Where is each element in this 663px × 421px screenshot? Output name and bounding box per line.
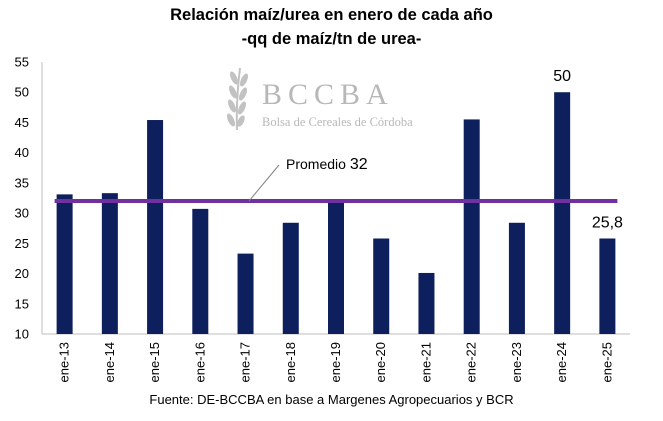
y-tick-label: 45 [15, 115, 29, 130]
average-leader-line [248, 164, 280, 202]
bar [328, 201, 344, 334]
data-label: 50 [553, 68, 571, 85]
x-tick-label: ene-24 [554, 342, 569, 382]
x-tick-label: ene-17 [238, 342, 253, 382]
x-tick-label: ene-25 [599, 342, 614, 382]
data-label: 25,8 [592, 214, 623, 231]
source-note: Fuente: DE-BCCBA en base a Margenes Agro… [149, 392, 514, 407]
x-tick-label: ene-13 [57, 342, 72, 382]
bar [508, 222, 525, 334]
y-tick-label: 55 [15, 55, 29, 70]
bar [463, 119, 480, 334]
y-tick-label: 20 [15, 266, 29, 281]
bar [56, 194, 73, 334]
y-tick-label: 50 [15, 85, 29, 100]
y-tick-label: 30 [15, 206, 29, 221]
average-label: Promedio 32 [286, 156, 368, 173]
bar [373, 238, 390, 334]
x-tick-label: ene-18 [283, 342, 298, 382]
x-tick-label: ene-23 [509, 342, 524, 382]
y-tick-label: 15 [15, 296, 29, 311]
bar [147, 120, 164, 334]
x-tick-label: ene-21 [418, 342, 433, 382]
y-tick-label: 40 [15, 145, 29, 160]
bar [282, 222, 299, 334]
x-tick-label: ene-19 [328, 342, 343, 382]
x-tick-label: ene-14 [102, 342, 117, 382]
bar [599, 238, 616, 334]
bccba-logo: BCCBA Bolsa de Cereales de Córdoba [226, 67, 413, 131]
bar [418, 272, 435, 334]
y-tick-label: 35 [15, 175, 29, 190]
chart-subtitle: -qq de maíz/tn de urea- [241, 30, 422, 48]
bar [192, 208, 209, 334]
bar [101, 193, 118, 334]
y-tick-label: 10 [15, 327, 29, 342]
wheat-icon [226, 67, 249, 131]
x-tick-label: ene-15 [147, 342, 162, 382]
x-tick-label: ene-16 [192, 342, 207, 382]
chart-title: Relación maíz/urea en enero de cada año [170, 6, 493, 24]
bar [237, 253, 254, 334]
logo-subtitle: Bolsa de Cereales de Córdoba [262, 115, 413, 129]
logo-name: BCCBA [262, 78, 394, 111]
x-tick-label: ene-20 [373, 342, 388, 382]
y-tick-label: 25 [15, 236, 29, 251]
x-tick-label: ene-22 [464, 342, 479, 382]
bar [554, 92, 571, 334]
